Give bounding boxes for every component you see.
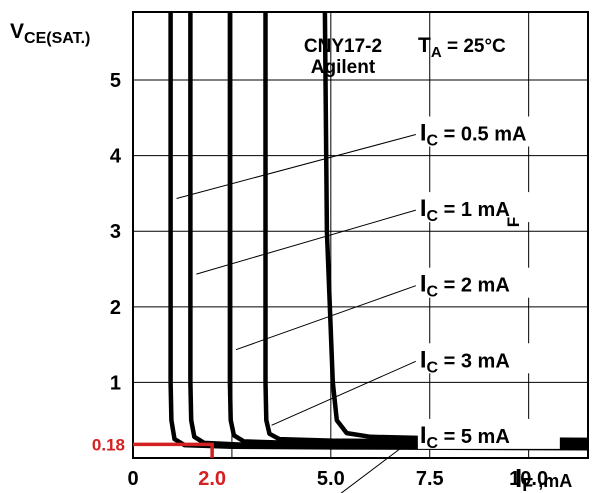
y-tick-label-0: 1 [110,372,121,394]
series-label-main-0: I [420,120,427,147]
series-label-sub-4: C [427,435,439,452]
series-label-value-1: = 1 mA [438,199,510,221]
y-axis-label: VCE(SAT.) [10,20,90,47]
series-label-0: IC = 0.5 mA [420,120,527,150]
marker-y-label: 0.18 [92,435,125,454]
x-axis-label-unit: ,mA [533,471,572,491]
tick-labels: 1 2 3 4 5 0 5.0 7.5 10.0 [110,70,548,490]
leader-line-0 [176,134,416,199]
side-mark: F [504,217,523,227]
series-label-sub-1: C [427,208,439,225]
device-label: CNY17-2 [304,36,382,57]
y-tick-label-1: 2 [110,297,121,319]
x-tick-label-0: 0 [127,468,138,490]
curve-2 [227,12,589,447]
y-tick-label-4: 5 [110,70,121,92]
marker-x-label: 2.0 [198,468,226,490]
x-axis-label-sub: F [522,475,533,493]
x-tick-label-2: 7.5 [416,468,444,490]
leader-line-3 [271,360,417,426]
series-label-main-3: I [420,346,427,373]
series-label-4: IC = 5 mA [420,422,510,452]
series-label-sub-2: C [427,284,439,301]
x-tick-label-3: 10.0 [509,468,548,490]
series-label-2: IC = 2 mA [420,271,510,301]
series-label-value-0: = 0.5 mA [438,124,526,146]
series-label-main-2: I [420,271,427,298]
series-label-bg-2 [417,267,560,298]
series-label-bg-3 [417,343,560,374]
series-label-sub-3: C [427,359,439,376]
series-label-sub-0: C [427,133,439,150]
y-axis-label-main: V [10,20,24,43]
red-marker: 0.18 2.0 [92,435,226,490]
temperature-label: TA = 25°C [418,34,506,61]
manufacturer-label: Agilent [311,57,376,78]
marker-line [133,442,214,458]
series-label-value-4: = 5 mA [438,426,510,448]
x-axis-label: IF ,mA [515,463,572,493]
y-axis-label-sub: CE(SAT.) [24,30,90,47]
series-label-bg-1 [417,192,560,223]
series-label-bg-4 [417,418,560,449]
series-label-3: IC = 3 mA [420,346,510,376]
temperature-label-value: = 25°C [442,36,506,57]
plot-frame [132,11,589,459]
x-axis-label-main: I [515,463,522,493]
leader-line-1 [196,209,416,275]
y-tick-label-3: 4 [110,146,122,168]
curve-1 [188,12,589,449]
temperature-label-sub: A [431,44,442,61]
series-label-value-3: = 3 mA [438,350,510,372]
x-tick-label-1: 5.0 [317,468,345,490]
series-label-value-2: = 2 mA [438,275,510,297]
series-label-main-1: I [420,195,427,222]
temperature-label-main: T [418,34,431,57]
series-label-main-4: I [420,422,427,449]
series-label-bg-0 [417,116,560,147]
series-label-1: IC = 1 mA [420,195,510,225]
y-tick-label-2: 3 [110,221,121,243]
